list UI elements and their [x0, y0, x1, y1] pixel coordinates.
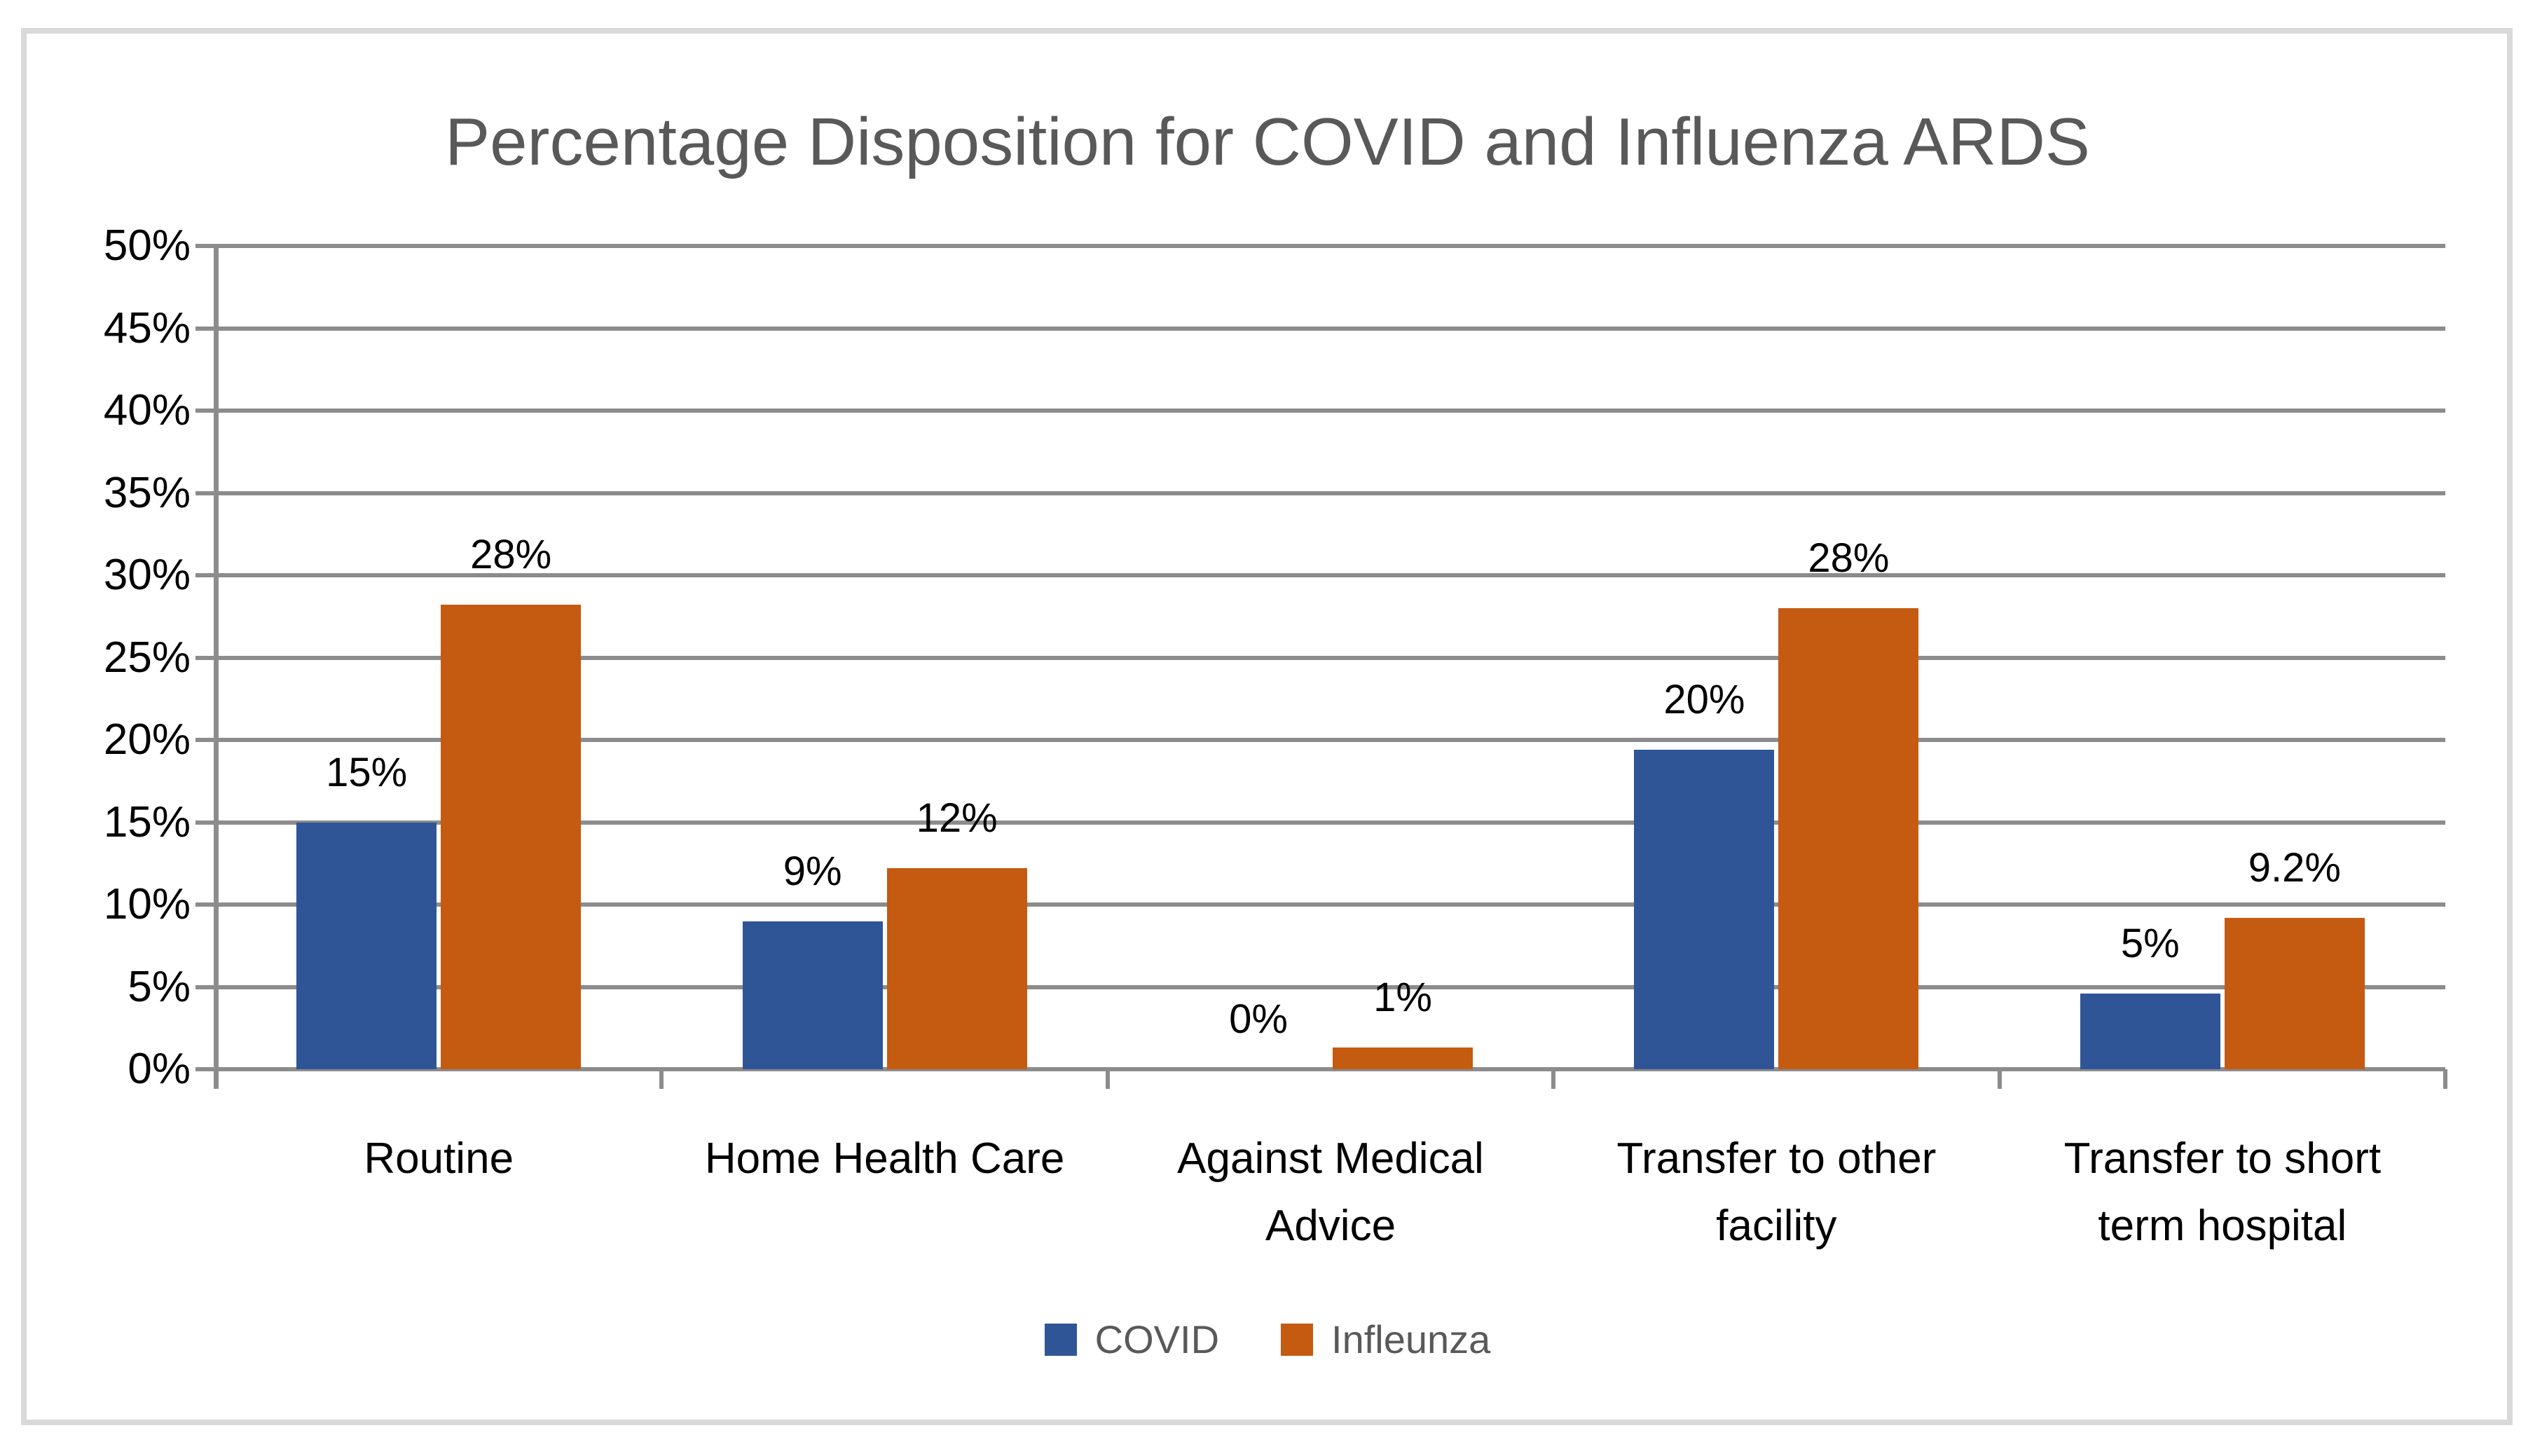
gridline-45: [216, 326, 2445, 331]
x-axis-tick-3: [1551, 1069, 1556, 1089]
data-label-infleunza-2: 12%: [916, 795, 998, 842]
gridline-40: [216, 408, 2445, 413]
legend: COVID Infleunza: [0, 1320, 2535, 1359]
y-axis-tick-40: [195, 408, 216, 413]
data-label-covid-1: 15%: [326, 749, 408, 795]
x-axis-tick-0: [214, 1069, 218, 1089]
data-label-covid-4: 20%: [1663, 677, 1745, 723]
y-axis-line: [214, 246, 219, 1089]
y-axis-tick-0: [195, 1067, 216, 1071]
y-axis-label-0: 0%: [128, 1045, 191, 1093]
y-axis-label-50: 50%: [103, 221, 191, 270]
gridline-5: [216, 984, 2445, 989]
y-axis-label-10: 10%: [103, 880, 191, 928]
y-axis-tick-25: [195, 655, 216, 660]
y-axis-label-20: 20%: [103, 715, 191, 764]
bar-infleunza-2: 12%: [886, 798, 1027, 1069]
legend-label-infleunza: Infleunza: [1331, 1317, 1491, 1361]
gridline-30: [216, 573, 2445, 577]
data-label-covid-3: 0%: [1229, 996, 1288, 1042]
bar-infleunza-3: 1%: [1333, 977, 1473, 1069]
y-axis-tick-35: [195, 490, 216, 495]
y-axis-label-15: 15%: [103, 797, 191, 846]
bar-covid-4: 20%: [1634, 680, 1775, 1069]
gridline-50: [216, 244, 2445, 248]
y-axis-label-45: 45%: [103, 303, 191, 352]
data-label-covid-5: 5%: [2120, 920, 2180, 966]
data-label-covid-2: 9%: [783, 848, 842, 894]
bar-covid-2: 9%: [742, 851, 883, 1069]
category-label-5: Transfer to short term hospital: [2063, 1134, 2382, 1251]
gridline-20: [216, 738, 2445, 742]
data-label-infleunza-5: 9.2%: [2248, 844, 2341, 891]
y-axis-tick-45: [195, 326, 216, 331]
data-label-infleunza-4: 28%: [1808, 535, 1890, 581]
x-axis-tick-2: [1105, 1069, 1110, 1089]
cluster-3: 0% 1%: [1108, 246, 1553, 1069]
y-axis-label-40: 40%: [103, 386, 191, 434]
gridline-25: [216, 655, 2445, 660]
cluster-2: 9% 12%: [661, 246, 1107, 1069]
bar-infleunza-4: 28%: [1778, 538, 1919, 1069]
legend-label-covid: COVID: [1094, 1317, 1220, 1361]
y-axis-label-35: 35%: [103, 468, 191, 517]
bar-infleunza-5: 9.2%: [2224, 847, 2365, 1069]
legend-item-infleunza: Infleunza: [1281, 1320, 1490, 1359]
y-axis-tick-20: [195, 738, 216, 742]
y-axis-label-30: 30%: [103, 551, 191, 599]
bars-layer: 15% 28% 9% 12% 0% 1% 20% 28% 5% 9.2%: [216, 246, 2445, 1069]
x-axis-tick-4: [1997, 1069, 2002, 1089]
bar-infleunza-1: 28%: [441, 535, 582, 1069]
legend-swatch-infleunza: [1281, 1324, 1314, 1356]
legend-swatch-covid: [1044, 1324, 1077, 1356]
y-axis-label-5: 5%: [128, 962, 191, 1011]
category-axis: Routine Home Health Care Against Medical A…: [216, 1125, 2445, 1260]
gridline-0: [216, 1067, 2445, 1071]
cluster-4: 20% 28%: [1553, 246, 1999, 1069]
gridline-15: [216, 820, 2445, 825]
y-axis-label-25: 25%: [103, 633, 191, 682]
gridline-10: [216, 902, 2445, 907]
x-axis-tick-1: [659, 1069, 664, 1089]
bar-covid-1: 15%: [296, 752, 437, 1069]
cluster-1: 15% 28%: [216, 246, 661, 1069]
y-axis-tick-5: [195, 984, 216, 989]
chart-title: Percentage Disposition for COVID and Inf…: [445, 104, 2090, 179]
category-label-3: Against Medical Advice: [1177, 1134, 1484, 1251]
x-axis-tick-5: [2443, 1069, 2447, 1089]
y-axis-tick-50: [195, 244, 216, 248]
y-axis-tick-10: [195, 902, 216, 907]
cluster-5: 5% 9.2%: [2000, 246, 2445, 1069]
gridline-35: [216, 490, 2445, 495]
figure-border: [21, 28, 2513, 1425]
category-label-4: Transfer to other facility: [1616, 1134, 1937, 1251]
y-axis-tick-15: [195, 820, 216, 825]
legend-item-covid: COVID: [1044, 1317, 1220, 1361]
category-label-1: Routine: [364, 1134, 514, 1183]
category-label-2: Home Health Care: [704, 1134, 1065, 1183]
plot-area: 15% 28% 9% 12% 0% 1% 20% 28% 5% 9.2%: [195, 244, 2447, 1089]
bar-covid-5: 5%: [2080, 923, 2220, 1069]
data-label-infleunza-1: 28%: [470, 532, 552, 578]
data-label-infleunza-3: 1%: [1373, 975, 1432, 1021]
y-axis-tick-30: [195, 573, 216, 577]
